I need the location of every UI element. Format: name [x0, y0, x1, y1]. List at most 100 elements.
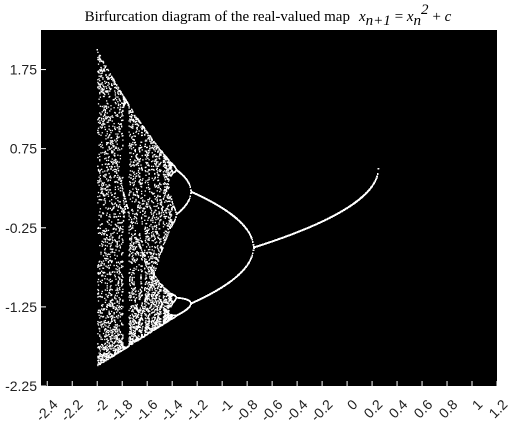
orbit-point	[124, 206, 126, 208]
orbit-point	[127, 104, 130, 106]
orbit-point	[112, 140, 114, 142]
orbit-point	[97, 182, 99, 184]
orbit-point	[139, 168, 141, 170]
orbit-point	[100, 188, 103, 190]
orbit-point	[137, 171, 140, 173]
orbit-point	[154, 247, 157, 249]
orbit-point	[154, 280, 157, 282]
orbit-point	[137, 206, 139, 208]
orbit-point	[115, 327, 118, 329]
orbit-point	[115, 278, 117, 280]
orbit-point	[156, 319, 158, 322]
orbit-point	[131, 310, 133, 312]
orbit-point	[101, 185, 103, 187]
orbit-point	[105, 87, 108, 89]
orbit-point	[122, 144, 124, 147]
orbit-point	[155, 148, 158, 150]
orbit-point	[110, 288, 112, 290]
orbit-point	[100, 75, 103, 77]
orbit-point	[122, 188, 124, 190]
orbit-point	[139, 323, 141, 325]
orbit-point	[147, 171, 149, 173]
orbit-point	[155, 300, 157, 302]
orbit-point	[104, 297, 106, 300]
orbit-point	[155, 276, 157, 278]
orbit-point	[121, 106, 123, 109]
orbit-point	[123, 193, 125, 196]
orbit-point	[154, 279, 157, 282]
orbit-point	[97, 195, 99, 198]
orbit-point	[164, 295, 166, 298]
orbit-point	[160, 200, 162, 202]
orbit-point	[117, 167, 119, 169]
orbit-point	[129, 192, 131, 194]
orbit-point	[144, 232, 147, 235]
orbit-point	[111, 250, 113, 252]
orbit-point	[102, 115, 105, 117]
orbit-point	[132, 338, 134, 340]
orbit-point	[106, 130, 108, 133]
orbit-point	[105, 85, 107, 88]
orbit-point	[144, 227, 147, 230]
orbit-point	[99, 347, 101, 349]
orbit-point	[131, 326, 133, 328]
orbit-point	[107, 159, 110, 162]
orbit-point	[129, 280, 131, 282]
orbit-point	[106, 282, 108, 285]
orbit-point	[140, 197, 142, 200]
orbit-point	[106, 344, 108, 346]
orbit-point	[100, 192, 103, 194]
orbit-point	[147, 291, 150, 293]
orbit-point	[115, 228, 117, 230]
orbit-point	[110, 337, 112, 340]
orbit-point	[156, 323, 158, 326]
orbit-point	[115, 306, 117, 309]
orbit-point	[115, 169, 118, 171]
orbit-point	[102, 187, 104, 190]
orbit-point	[129, 170, 132, 172]
orbit-point	[166, 177, 168, 180]
orbit-point	[155, 158, 158, 160]
orbit-point	[108, 266, 110, 269]
orbit-point	[105, 334, 107, 336]
orbit-point	[136, 153, 138, 155]
orbit-point	[101, 88, 103, 90]
orbit-point	[137, 324, 140, 327]
orbit-point	[151, 249, 153, 251]
orbit-point	[140, 239, 142, 242]
orbit-point	[103, 360, 105, 362]
orbit-point	[108, 216, 110, 218]
orbit-point	[137, 164, 140, 167]
orbit-point	[147, 162, 149, 164]
orbit-point	[134, 330, 137, 332]
orbit-point	[121, 346, 123, 348]
orbit-point	[167, 200, 170, 202]
orbit-point	[107, 103, 109, 105]
orbit-point	[171, 224, 173, 226]
orbit-point	[114, 127, 116, 130]
orbit-point	[160, 215, 162, 217]
orbit-point	[172, 203, 174, 205]
orbit-point	[105, 159, 108, 162]
orbit-point	[120, 91, 122, 93]
orbit-point	[99, 80, 101, 82]
orbit-point	[115, 353, 118, 355]
orbit-point	[129, 228, 132, 231]
orbit-point	[104, 170, 106, 172]
orbit-point	[125, 99, 127, 102]
orbit-point	[104, 202, 107, 204]
orbit-point	[170, 195, 172, 198]
orbit-point	[129, 337, 132, 339]
orbit-point	[166, 307, 168, 309]
orbit-point	[105, 317, 107, 319]
orbit-point	[108, 163, 110, 165]
orbit-point	[147, 201, 150, 203]
orbit-point	[168, 196, 170, 198]
orbit-point	[111, 84, 113, 87]
orbit-point	[106, 116, 108, 119]
orbit-point	[145, 163, 148, 165]
orbit-point	[128, 226, 130, 228]
orbit-point	[160, 214, 163, 216]
orbit-point	[116, 165, 118, 167]
orbit-point	[115, 262, 118, 264]
